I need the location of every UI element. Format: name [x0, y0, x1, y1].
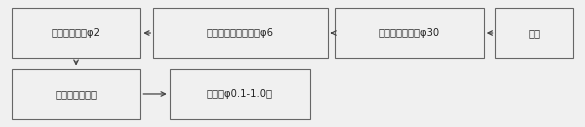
Text: 精锻机锻造（旋锻）φ6: 精锻机锻造（旋锻）φ6 — [207, 28, 274, 38]
Text: 滚模轧丝机精轧: 滚模轧丝机精轧 — [55, 89, 97, 99]
Bar — [335, 8, 484, 58]
Bar — [12, 69, 140, 119]
Text: 大冷拉机粗拉φ2: 大冷拉机粗拉φ2 — [51, 28, 101, 38]
Bar — [153, 8, 328, 58]
Text: 钢坯: 钢坯 — [528, 28, 541, 38]
Bar — [170, 69, 310, 119]
Text: 成品（φ0.1-1.0）: 成品（φ0.1-1.0） — [207, 89, 273, 99]
Bar — [495, 8, 573, 58]
Bar — [12, 8, 140, 58]
Text: 液压快锻机锻造φ30: 液压快锻机锻造φ30 — [378, 28, 440, 38]
